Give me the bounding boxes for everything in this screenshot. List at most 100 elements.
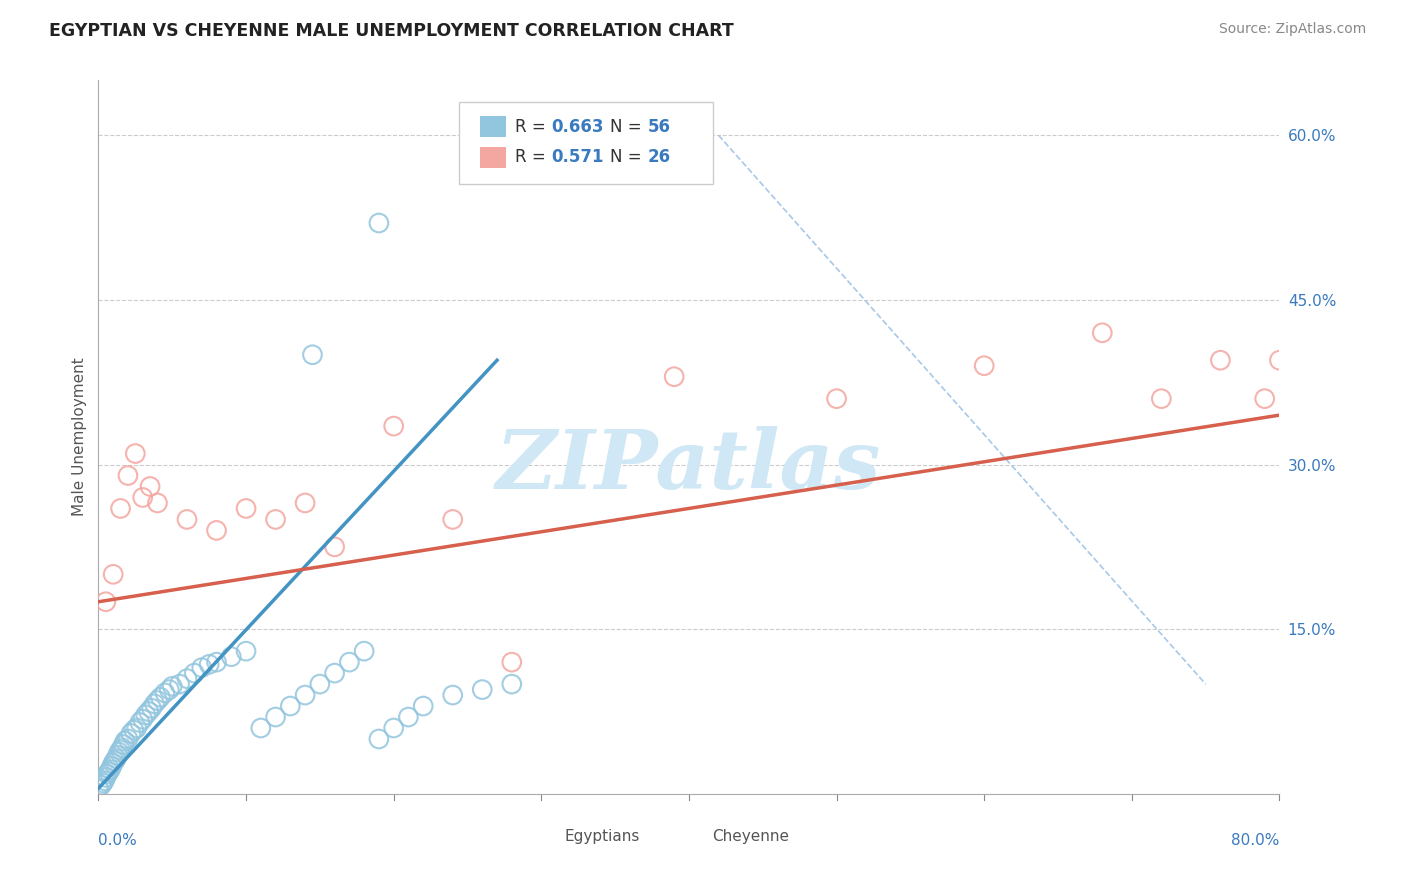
Point xyxy=(149,690,172,705)
Point xyxy=(294,496,316,510)
Point xyxy=(91,776,114,790)
Point xyxy=(250,721,273,735)
Point xyxy=(96,767,118,781)
Point xyxy=(135,707,157,722)
Point xyxy=(176,672,198,686)
Point xyxy=(368,731,391,746)
Point xyxy=(235,644,257,658)
Text: Source: ZipAtlas.com: Source: ZipAtlas.com xyxy=(1219,22,1367,37)
Point xyxy=(339,655,361,669)
Point xyxy=(162,679,183,693)
Point xyxy=(141,701,163,715)
Point xyxy=(183,666,205,681)
Text: Egyptians: Egyptians xyxy=(565,830,640,844)
Point xyxy=(132,491,155,505)
Point xyxy=(382,721,405,735)
Point xyxy=(382,419,405,434)
Point xyxy=(105,752,128,766)
FancyBboxPatch shape xyxy=(458,102,713,184)
Point xyxy=(87,781,110,796)
Point xyxy=(104,754,127,768)
Point xyxy=(132,712,155,726)
Point xyxy=(110,743,132,757)
Point xyxy=(323,666,346,681)
Point xyxy=(1268,353,1291,368)
Point xyxy=(501,655,523,669)
Point xyxy=(412,699,434,714)
Point xyxy=(441,688,464,702)
Point xyxy=(122,723,145,738)
Point xyxy=(235,501,257,516)
Point xyxy=(138,705,160,719)
Point xyxy=(117,468,139,483)
Point xyxy=(471,682,494,697)
Point xyxy=(143,697,166,711)
Point xyxy=(111,740,134,755)
Point xyxy=(323,540,346,554)
Point xyxy=(198,657,221,672)
Text: 0.663: 0.663 xyxy=(551,118,603,136)
Point xyxy=(973,359,995,373)
Point xyxy=(120,726,142,740)
Point xyxy=(94,771,117,785)
Point xyxy=(368,216,391,230)
Point xyxy=(98,763,121,777)
Point xyxy=(1254,392,1277,406)
Point xyxy=(221,649,243,664)
Text: 0.0%: 0.0% xyxy=(98,833,138,848)
Point xyxy=(353,644,375,658)
FancyBboxPatch shape xyxy=(683,826,709,847)
Point xyxy=(110,501,132,516)
Point xyxy=(114,734,136,748)
Point xyxy=(112,738,135,752)
Text: 80.0%: 80.0% xyxy=(1232,833,1279,848)
Point xyxy=(501,677,523,691)
Point xyxy=(191,660,214,674)
Point xyxy=(294,688,316,702)
Text: N =: N = xyxy=(610,148,647,166)
Point xyxy=(205,655,228,669)
Point xyxy=(108,745,131,759)
Text: Cheyenne: Cheyenne xyxy=(713,830,790,844)
Text: ZIPatlas: ZIPatlas xyxy=(496,425,882,506)
FancyBboxPatch shape xyxy=(479,116,506,137)
Point xyxy=(309,677,332,691)
Point xyxy=(301,348,323,362)
Point xyxy=(103,756,125,771)
Text: 56: 56 xyxy=(648,118,671,136)
Point xyxy=(90,778,112,792)
Point xyxy=(664,369,686,384)
FancyBboxPatch shape xyxy=(479,146,506,168)
Point xyxy=(157,682,180,697)
Point xyxy=(117,731,139,746)
Point xyxy=(107,748,129,763)
Point xyxy=(153,686,176,700)
Point xyxy=(93,773,115,788)
Point xyxy=(398,710,420,724)
FancyBboxPatch shape xyxy=(536,826,561,847)
Text: 26: 26 xyxy=(648,148,671,166)
Y-axis label: Male Unemployment: Male Unemployment xyxy=(72,358,87,516)
Point xyxy=(169,677,191,691)
Point xyxy=(205,524,228,538)
Point xyxy=(264,710,287,724)
Point xyxy=(176,512,198,526)
Point xyxy=(441,512,464,526)
Point xyxy=(1284,359,1306,373)
Point xyxy=(1091,326,1114,340)
Point xyxy=(139,479,162,493)
Point xyxy=(146,693,169,707)
Point xyxy=(94,595,117,609)
Point xyxy=(146,496,169,510)
Point xyxy=(264,512,287,526)
Text: R =: R = xyxy=(516,118,551,136)
Point xyxy=(280,699,302,714)
Point xyxy=(1150,392,1173,406)
Point xyxy=(97,764,120,779)
Point xyxy=(124,446,146,460)
Point xyxy=(125,721,148,735)
Text: 0.571: 0.571 xyxy=(551,148,603,166)
Point xyxy=(103,567,125,582)
Text: R =: R = xyxy=(516,148,551,166)
Point xyxy=(1209,353,1232,368)
